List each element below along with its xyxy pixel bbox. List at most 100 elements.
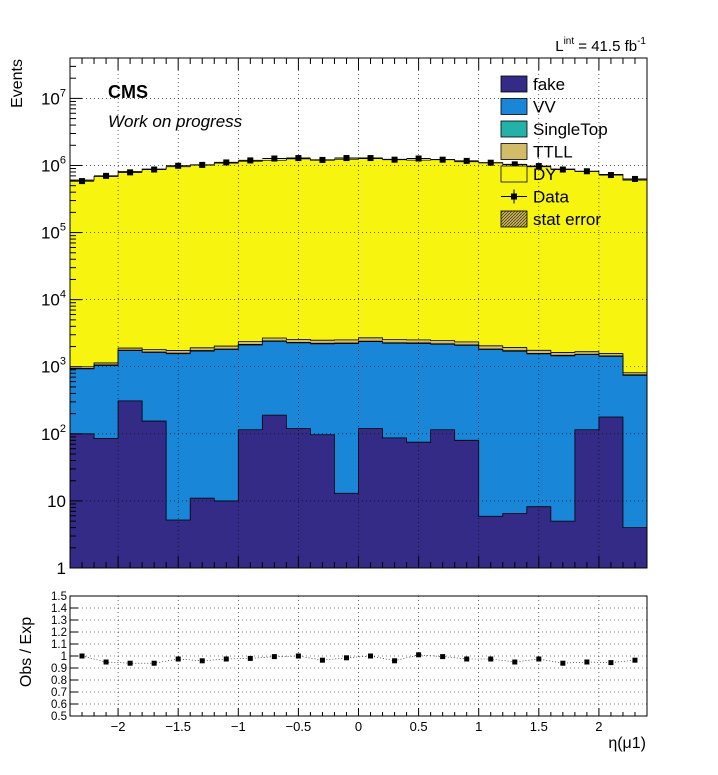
ratio-point	[343, 655, 349, 661]
lumi-label: Lint = 41.5 fb-1	[555, 36, 646, 55]
legend-label: VV	[533, 98, 556, 117]
legend-entry-dy: DY	[500, 165, 557, 184]
ratio-point	[127, 660, 133, 666]
data-point	[271, 155, 278, 162]
y-tick-label: 102	[41, 423, 66, 444]
ratio-point	[151, 660, 157, 666]
data-point	[511, 161, 518, 168]
ratio-point	[464, 656, 470, 662]
legend-entry-stat-error: stat error	[500, 210, 601, 229]
x-tick-label: −2	[111, 719, 126, 734]
legend-swatch	[500, 210, 528, 228]
ratio-y-tick-label: 1.4	[51, 603, 68, 615]
y-tick-label: 107	[41, 87, 66, 108]
legend-swatch	[500, 98, 528, 115]
ratio-point	[79, 653, 85, 659]
y-tick-label: 103	[41, 356, 66, 377]
ratio-y-tick-label: 0.6	[51, 699, 67, 711]
data-point	[223, 159, 230, 166]
ratio-point	[295, 653, 301, 659]
ratio-point	[103, 659, 109, 665]
status-label: Work on progress	[108, 112, 243, 131]
ratio-point	[584, 659, 590, 665]
ratio-point	[175, 656, 181, 662]
ratio-point	[392, 658, 398, 664]
data-point	[151, 166, 158, 173]
x-tick-label: −1.5	[165, 719, 191, 734]
data-point	[607, 172, 614, 179]
data-point	[247, 157, 254, 164]
x-tick-label: 0	[355, 719, 362, 734]
x-tick-label: 1	[475, 719, 482, 734]
ratio-points	[79, 652, 638, 666]
legend-swatch	[500, 165, 528, 183]
ratio-y-tick-label: 1.5	[51, 591, 67, 603]
legend-label: SingleTop	[533, 120, 608, 139]
data-point	[103, 172, 110, 179]
x-tick-label: 0.5	[410, 719, 428, 734]
data-point	[559, 166, 566, 173]
ratio-y-tick-label: 0.7	[51, 687, 67, 699]
data-point	[319, 156, 326, 163]
data-point	[463, 157, 470, 164]
ratio-y-tick-label: 0.9	[51, 663, 67, 675]
ratio-point	[488, 656, 494, 662]
y-tick-label: 1	[57, 559, 66, 578]
legend-swatch	[500, 120, 528, 138]
ratio-y-tick-label: 1	[61, 651, 67, 663]
data-point	[631, 175, 638, 182]
legend-label: DY	[533, 165, 557, 184]
ratio-point	[247, 655, 253, 661]
legend-entry-fake: fake	[500, 75, 565, 94]
data-point	[127, 169, 134, 176]
ratio-y-tick-label: 1.3	[51, 615, 67, 627]
legend-label: TTLL	[533, 143, 573, 162]
ratio-point	[368, 653, 374, 659]
y-tick-label: 104	[41, 289, 66, 310]
legend-swatch	[500, 75, 528, 93]
data-point	[391, 156, 398, 163]
main-grid	[70, 58, 647, 568]
data-point	[487, 159, 494, 166]
y-tick-label: 10	[47, 492, 66, 511]
ratio-point	[416, 652, 422, 658]
ratio-connector	[81, 654, 636, 664]
legend-entry-singletop: SingleTop	[500, 120, 608, 139]
data-point	[343, 155, 350, 162]
ratio-point	[536, 656, 542, 662]
cms-label: CMS	[108, 82, 148, 102]
x-tick-label: 1.5	[530, 719, 548, 734]
data-point	[583, 168, 590, 175]
ratio-point	[608, 660, 614, 666]
ratio-point	[223, 656, 229, 662]
ratio-y-title: Obs / Exp	[18, 617, 35, 687]
legend-label: Data	[533, 188, 569, 207]
data-point	[199, 161, 206, 168]
ratio-point	[319, 657, 325, 663]
data-point	[439, 156, 446, 163]
legend-entry-data: Data	[501, 188, 569, 207]
x-tick-label: 2	[595, 719, 602, 734]
ratio-point	[512, 659, 518, 665]
ratio-point	[440, 654, 446, 660]
legend-entry-ttll: TTLL	[500, 143, 573, 162]
ratio-y-tick-label: 1.1	[51, 639, 67, 651]
ratio-point	[271, 654, 277, 660]
legend: fake VV SingleTop TTLL DY Data stat error	[500, 75, 608, 229]
data-point	[535, 163, 542, 170]
ratio-y-tick-label: 0.5	[51, 711, 67, 723]
legend-entry-vv: VV	[500, 98, 556, 117]
y-tick-label: 105	[41, 222, 66, 243]
legend-label: fake	[533, 75, 565, 94]
ratio-y-tick-label: 0.8	[51, 675, 67, 687]
data-point	[367, 155, 374, 162]
data-point	[415, 155, 422, 162]
data-point	[175, 162, 182, 169]
legend-label: stat error	[533, 210, 601, 229]
main-y-axis: 1 10 102 103 104 105 106 107	[41, 57, 82, 578]
ratio-point	[632, 657, 638, 663]
ratio-point	[560, 660, 566, 666]
ratio-grid	[70, 595, 647, 717]
